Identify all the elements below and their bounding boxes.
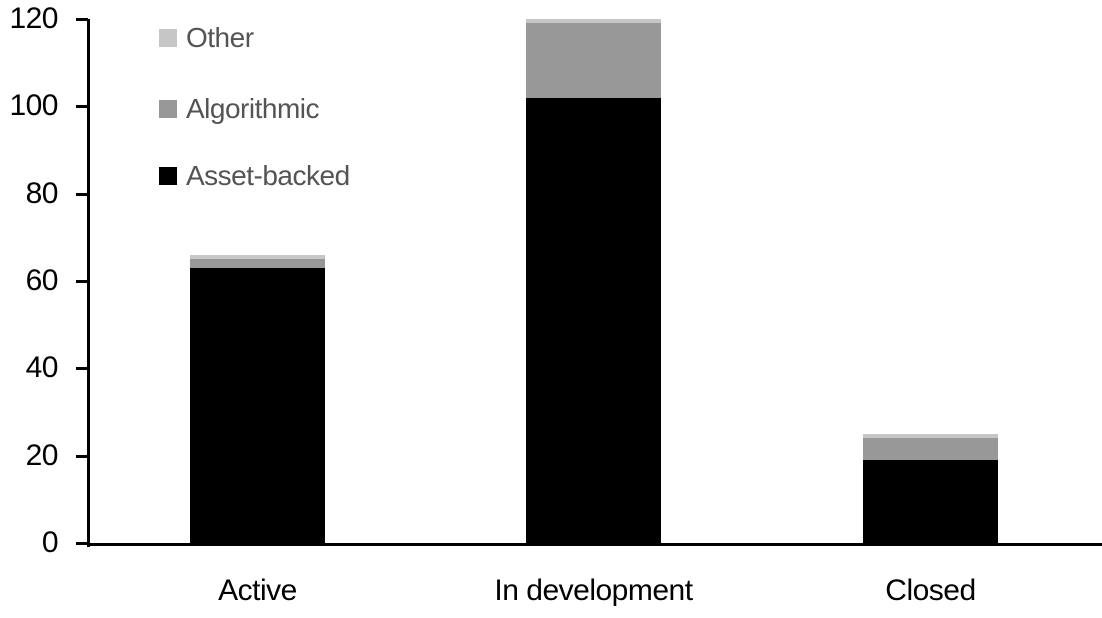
y-tick-120 — [76, 18, 88, 21]
y-tick-100 — [76, 105, 88, 109]
bar-closed-segment-other — [863, 433, 998, 439]
bar-in-development-segment-asset-backed — [526, 97, 661, 543]
y-tick-60 — [76, 280, 88, 283]
legend-swatch-other — [159, 29, 177, 47]
legend-label-algorithmic: Algorithmic — [186, 93, 319, 124]
y-tick-label-40: 40 — [25, 351, 59, 385]
y-tick-label-0: 0 — [41, 526, 59, 559]
y-tick-label-100: 100 — [9, 89, 58, 123]
legend-item-other: Other — [159, 24, 254, 52]
y-tick-20 — [76, 454, 88, 458]
legend-item-asset-backed: Asset-backed — [159, 162, 350, 190]
y-tick-label-20: 20 — [25, 438, 59, 472]
x-label-closed: Closed — [885, 574, 976, 607]
y-tick-label-120: 120 — [9, 2, 58, 35]
legend-swatch-asset-backed — [159, 167, 177, 185]
x-label-in-development: In development — [494, 574, 693, 607]
y-tick-40 — [76, 367, 88, 371]
bar-closed-segment-algorithmic — [863, 438, 998, 461]
legend-label-asset-backed: Asset-backed — [186, 160, 350, 191]
y-tick-label-60: 60 — [25, 264, 59, 297]
bar-active-segment-other — [190, 254, 325, 260]
y-tick-80 — [76, 192, 88, 196]
x-axis — [87, 543, 1102, 546]
x-label-active: Active — [218, 574, 297, 607]
bar-active-segment-algorithmic — [190, 259, 325, 268]
legend-swatch-algorithmic — [159, 100, 177, 118]
legend-label-other: Other — [186, 22, 254, 53]
legend-item-algorithmic: Algorithmic — [159, 95, 319, 123]
y-tick-label-80: 80 — [25, 176, 59, 210]
bar-closed-segment-asset-backed — [863, 460, 998, 543]
y-axis — [87, 19, 90, 547]
bar-in-development-segment-other — [526, 19, 661, 24]
bar-active-segment-asset-backed — [190, 267, 325, 543]
bar-in-development-segment-algorithmic — [526, 23, 661, 98]
y-tick-0 — [76, 542, 88, 545]
